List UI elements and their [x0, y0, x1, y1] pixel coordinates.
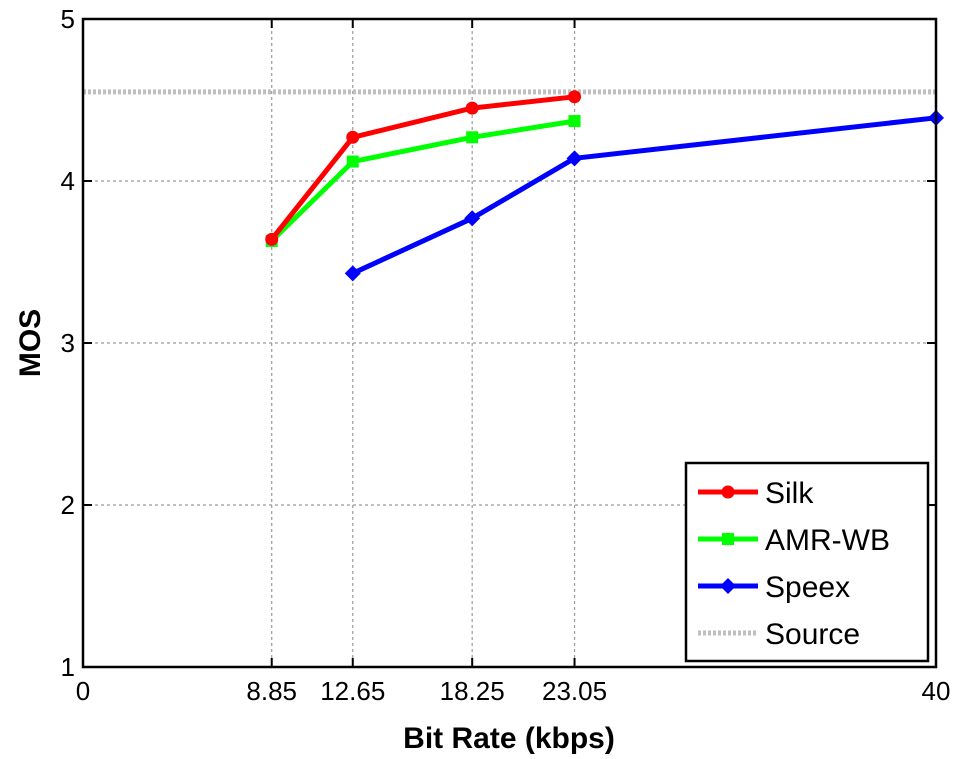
series-line-amr-wb [269, 118, 575, 243]
series-layer [83, 89, 944, 282]
legend-label-silk: Silk [765, 477, 814, 510]
data-point-speex [464, 210, 481, 227]
y-tick-label: 5 [61, 4, 75, 34]
series-line-speex [351, 115, 937, 276]
series-speex [344, 109, 944, 282]
legend-marker-amr-wb [722, 533, 734, 545]
series-silk [265, 90, 582, 246]
data-point-silk [265, 232, 279, 246]
data-point-silk [568, 90, 582, 104]
y-tick-label: 2 [61, 490, 75, 520]
legend-item-amr-wb: AMR-WB [698, 524, 890, 557]
x-tick-label: 12.65 [320, 676, 385, 706]
data-point-amr-wb [466, 131, 479, 144]
tick-labels: 0 8.85 12.65 18.25 23.05 40 1 2 3 4 5 [61, 4, 951, 706]
legend-marker-silk [721, 485, 735, 499]
legend-item-silk: Silk [698, 477, 814, 510]
legend-item-speex: Speex [698, 571, 850, 604]
data-point-amr-wb [568, 115, 581, 128]
data-point-silk [346, 130, 360, 144]
y-tick-label: 4 [61, 166, 75, 196]
data-point-speex [344, 265, 361, 282]
data-point-speex [566, 150, 583, 167]
data-point-silk [465, 101, 479, 115]
legend-label-amr-wb: AMR-WB [765, 524, 890, 557]
x-tick-label: 18.25 [440, 676, 505, 706]
ticks [82, 18, 937, 668]
x-axis-label: Bit Rate (kbps) [403, 722, 615, 755]
legend: Silk AMR-WB Speex Source [684, 461, 930, 663]
legend-marker-speex [720, 578, 736, 594]
x-tick-label: 0 [76, 676, 90, 706]
y-tick-label: 1 [61, 652, 75, 682]
legend-label-speex: Speex [765, 571, 850, 604]
x-tick-label: 23.05 [542, 676, 607, 706]
series-line-silk [269, 94, 575, 241]
y-tick-label: 3 [61, 328, 75, 358]
legend-item-source: Source [698, 618, 860, 651]
y-axis-label: MOS [14, 309, 47, 377]
data-point-amr-wb [346, 155, 359, 168]
legend-label-source: Source [765, 618, 860, 651]
x-tick-label: 8.85 [246, 676, 297, 706]
x-tick-label: 40 [922, 676, 951, 706]
